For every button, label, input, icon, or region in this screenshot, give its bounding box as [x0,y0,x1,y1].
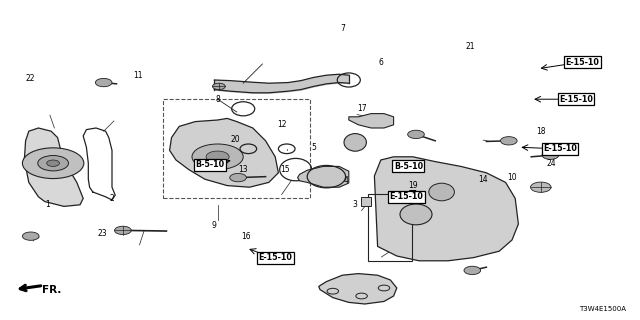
Text: 7: 7 [340,24,345,33]
Text: 23: 23 [97,229,108,238]
Circle shape [38,156,68,171]
Text: B-5-10: B-5-10 [195,160,225,169]
Polygon shape [170,118,278,187]
Text: 2: 2 [109,194,115,203]
Text: 15: 15 [280,165,290,174]
Circle shape [408,130,424,139]
Text: FR.: FR. [42,284,61,295]
Text: T3W4E1500A: T3W4E1500A [579,306,626,312]
Polygon shape [24,128,83,206]
Ellipse shape [344,134,367,151]
Circle shape [230,173,246,182]
Circle shape [206,151,229,163]
Text: 8: 8 [215,95,220,104]
Circle shape [192,144,243,170]
Text: 13: 13 [238,165,248,174]
Circle shape [212,83,225,90]
Text: E-15-10: E-15-10 [559,95,593,104]
Polygon shape [361,197,371,206]
Circle shape [464,266,481,275]
Polygon shape [319,274,397,304]
Text: E-15-10: E-15-10 [543,144,577,153]
Circle shape [22,148,84,179]
Text: E-15-10: E-15-10 [390,192,423,201]
Circle shape [95,78,112,87]
Text: 5: 5 [311,143,316,152]
Polygon shape [349,114,394,128]
Circle shape [47,160,60,166]
Circle shape [115,226,131,235]
Circle shape [22,232,39,240]
Text: 18: 18 [536,127,545,136]
Text: 6: 6 [378,58,383,67]
Text: 9: 9 [212,221,217,230]
Text: 1: 1 [45,200,51,209]
Text: 4: 4 [343,176,348,185]
Text: 20: 20 [230,135,241,144]
Circle shape [531,182,551,192]
Text: 10: 10 [507,173,517,182]
Text: E-15-10: E-15-10 [566,58,599,67]
Text: E-15-10: E-15-10 [259,253,292,262]
Text: 17: 17 [356,104,367,113]
Text: 21: 21 [466,42,475,51]
Circle shape [542,151,559,159]
Text: 3: 3 [353,200,358,209]
Polygon shape [298,166,349,187]
Bar [368,194,412,261]
Text: 14: 14 [478,175,488,184]
Text: 16: 16 [241,232,252,241]
Text: 12: 12 [277,120,286,129]
Ellipse shape [429,183,454,201]
Ellipse shape [400,204,432,225]
Text: 19: 19 [408,181,418,190]
Text: 24: 24 [547,159,557,168]
Text: B-5-10: B-5-10 [394,162,423,171]
Polygon shape [374,157,518,261]
Bar [163,99,310,198]
Circle shape [500,137,517,145]
Text: 11: 11 [133,71,142,80]
Text: 22: 22 [26,74,35,83]
